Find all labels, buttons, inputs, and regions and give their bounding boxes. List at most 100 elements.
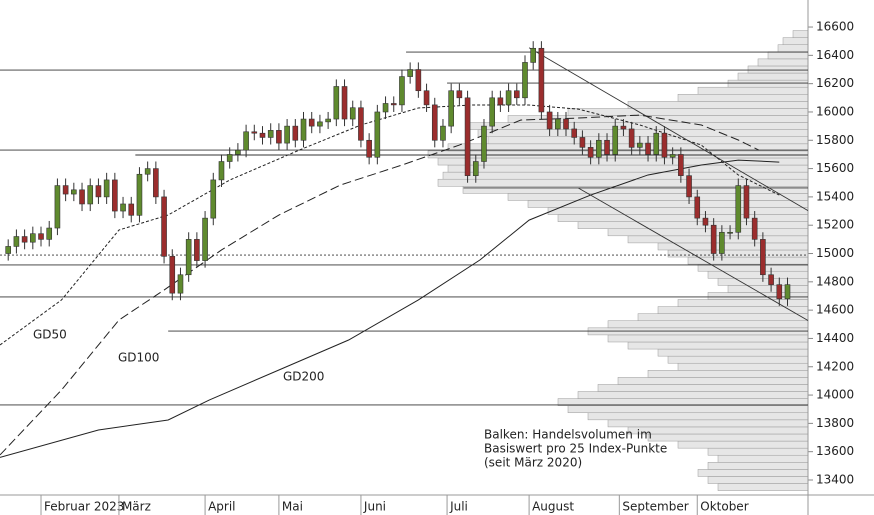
y-tick-label: 15400 [816,189,854,203]
x-tick-label: September [622,500,688,514]
volume-bar [617,377,809,385]
volume-bar [707,476,809,484]
candle-body [112,179,118,212]
candle-body [768,274,774,285]
candle-body [546,111,553,130]
candle-body [661,132,668,158]
candle-body [448,90,454,127]
candle-body [62,185,69,195]
volume-bar [477,129,809,137]
volume-bar [717,454,809,463]
volume-bar [437,178,809,187]
volume-bar [607,419,809,428]
volume-bar [717,483,809,491]
candle-body [538,47,545,113]
note-text: Basiswert pro 25 Index-Punkte [484,442,667,456]
candle-body [325,118,331,123]
note-text: Balken: Handelsvolumen im [484,428,652,442]
candle-body [308,118,315,127]
y-tick-label: 14400 [816,331,854,345]
candle-body [243,131,249,151]
candle-body [415,69,422,92]
candle-body [751,217,758,240]
candle-body [177,274,184,294]
candle-body [284,125,290,144]
y-tick-label: 14000 [816,388,854,402]
candle-body [456,90,463,99]
candle-body [760,239,766,276]
candle-body [686,175,692,198]
candle-body [563,118,569,130]
moving-average [0,114,760,456]
volume-bar [737,72,809,81]
volume-bar [667,249,809,258]
candle-body [235,149,241,155]
candle-body [210,179,217,219]
volume-bar [467,122,809,130]
candle-body [472,161,479,176]
candle-body [727,231,733,234]
candle-body [30,233,36,243]
candle-body [333,86,340,120]
candle-body [678,154,684,176]
y-tick-label: 15200 [816,218,854,232]
candle-body [489,97,495,127]
candle-body [128,203,135,216]
volume-bar [727,285,809,293]
candle-body [555,118,561,130]
candle-body [13,236,20,247]
candle-body [694,196,701,219]
volume-bar [647,433,809,442]
candle-body [87,185,94,205]
candle-body [300,118,307,141]
volume-bar [607,228,809,237]
volume-bar [462,186,809,194]
candle-body [103,179,110,198]
x-tick-label: August [532,500,574,514]
x-tick-label: April [208,500,235,514]
trend-line [578,187,809,321]
candle-body [481,125,487,162]
volume-bar [677,299,809,307]
candle-body [571,128,578,138]
y-tick-label: 15800 [816,133,854,147]
volume-bar [627,341,809,350]
candle-body [390,103,397,106]
candle-body [202,217,208,261]
candle-body [95,185,102,198]
volume-bar [567,108,809,116]
volume-bar [627,235,809,244]
volume-bar [677,94,809,102]
volume-bar [747,65,809,74]
candle-body [776,284,783,300]
candle-body [317,121,323,127]
volume-bar [627,101,809,109]
volume-bar [782,37,809,45]
volume-bar [767,51,809,60]
volume-bar [792,30,809,38]
candle-body [637,142,643,148]
candle-body [743,185,750,219]
candle-body [144,168,151,175]
volume-bar [677,440,809,449]
x-tick-label: Juni [363,500,386,514]
volume-bar [647,370,809,378]
candle-body [530,47,536,63]
volume-bar [577,391,809,399]
y-tick-label: 14600 [816,303,854,317]
candle-body [374,111,381,158]
volume-bar [697,469,809,477]
candle-body [366,139,372,158]
candle-body [358,107,364,141]
volume-bar [637,313,809,322]
x-tick-label: Juli [449,500,468,514]
ma-label: GD100 [118,351,159,365]
candle-body [522,62,528,99]
volume-bar [547,207,809,215]
x-tick-label: Mai [282,500,303,514]
candle-body [38,233,44,240]
candle-body [153,168,159,198]
volume-bar [697,86,809,95]
